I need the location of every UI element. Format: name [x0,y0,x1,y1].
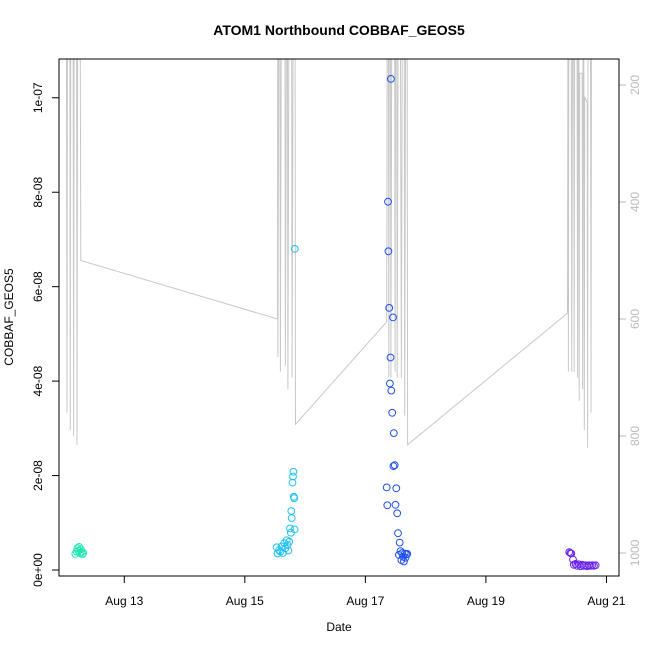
data-point [386,379,394,388]
data-point [383,501,392,510]
data-point [401,553,410,562]
right-tick-label: 600 [628,309,642,329]
y-tick-label: 6e-08 [31,271,45,302]
y-axis-label: COBBAF_GEOS5 [2,268,16,366]
data-point [403,550,412,558]
data-point [387,386,396,395]
series-2 [272,245,299,558]
series-1 [71,543,88,559]
data-point [400,557,408,566]
data-point [389,313,397,322]
data-point [591,561,600,570]
data-point [565,548,574,556]
data-point [389,429,398,438]
data-point [284,546,293,555]
data-point [289,467,298,476]
right-tick: 800 [619,426,642,446]
y-axis: 0e+00 2e-08 4e-08 6e-08 8e-08 1e-07 [31,82,59,587]
y-tick-label: 4e-08 [31,365,45,396]
data-point [290,494,299,503]
right-tick: 600 [619,309,642,329]
y-tick-label: 1e-07 [31,82,45,113]
y-tick-label: 2e-08 [31,460,45,491]
data-point [393,509,402,518]
x-tick: Aug 21 [587,576,626,608]
right-tick: 400 [619,192,642,212]
data-point [389,462,398,471]
x-tick-label: Aug 13 [105,594,143,608]
right-tick-label: 200 [628,75,642,95]
data-point [78,550,87,559]
data-point [287,514,296,522]
data-point [387,75,395,83]
altitude-profile [66,58,592,448]
right-tick-label: 400 [628,192,642,212]
right-tick: 1000 [619,539,642,566]
right-axis: 200 400 600 800 1000 [618,75,642,566]
data-points [71,75,600,571]
plot-frame [58,58,620,577]
x-tick: Aug 19 [467,576,505,608]
data-point [286,524,294,533]
y-tick: 6e-08 [31,271,59,302]
data-point [394,529,402,538]
data-point [289,472,297,481]
data-point [391,500,400,509]
data-point [384,197,392,206]
data-point [569,555,577,564]
x-tick-label: Aug 21 [587,594,625,608]
y-tick-label: 0e+00 [31,553,45,587]
y-tick: 4e-08 [31,365,59,396]
x-tick: Aug 17 [346,576,385,608]
data-point [290,525,299,534]
data-point [79,549,88,557]
series-3 [382,75,412,566]
x-tick-label: Aug 17 [346,594,384,608]
data-point [290,245,299,253]
x-axis-label: Date [326,620,352,634]
x-axis: Aug 13 Aug 15 Aug 17 Aug 19 Aug 21 [105,576,626,608]
data-point [288,478,297,487]
data-point [287,507,296,515]
y-tick-label: 8e-08 [31,177,45,208]
right-tick-label: 800 [628,426,642,446]
data-point [385,304,394,312]
data-point [386,353,395,362]
chart-title: ATOM1 Northbound COBBAF_GEOS5 [213,22,465,38]
series-4 [565,548,600,571]
data-point [395,538,404,547]
right-tick-label: 1000 [628,539,642,566]
right-tick: 200 [619,75,642,95]
x-tick: Aug 13 [105,576,144,608]
data-point [388,408,397,417]
data-point [285,537,294,546]
y-tick: 0e+00 [31,553,59,587]
data-point [390,461,399,470]
data-point [400,549,409,558]
x-tick-label: Aug 15 [226,594,264,608]
x-tick-label: Aug 19 [467,594,505,608]
data-point [384,247,393,256]
data-point [382,483,391,492]
y-tick: 8e-08 [31,177,59,208]
x-tick: Aug 15 [226,576,264,608]
altitude-line [66,58,592,448]
y-tick: 2e-08 [31,460,59,491]
data-point [392,484,401,493]
y-tick: 1e-07 [31,82,59,113]
